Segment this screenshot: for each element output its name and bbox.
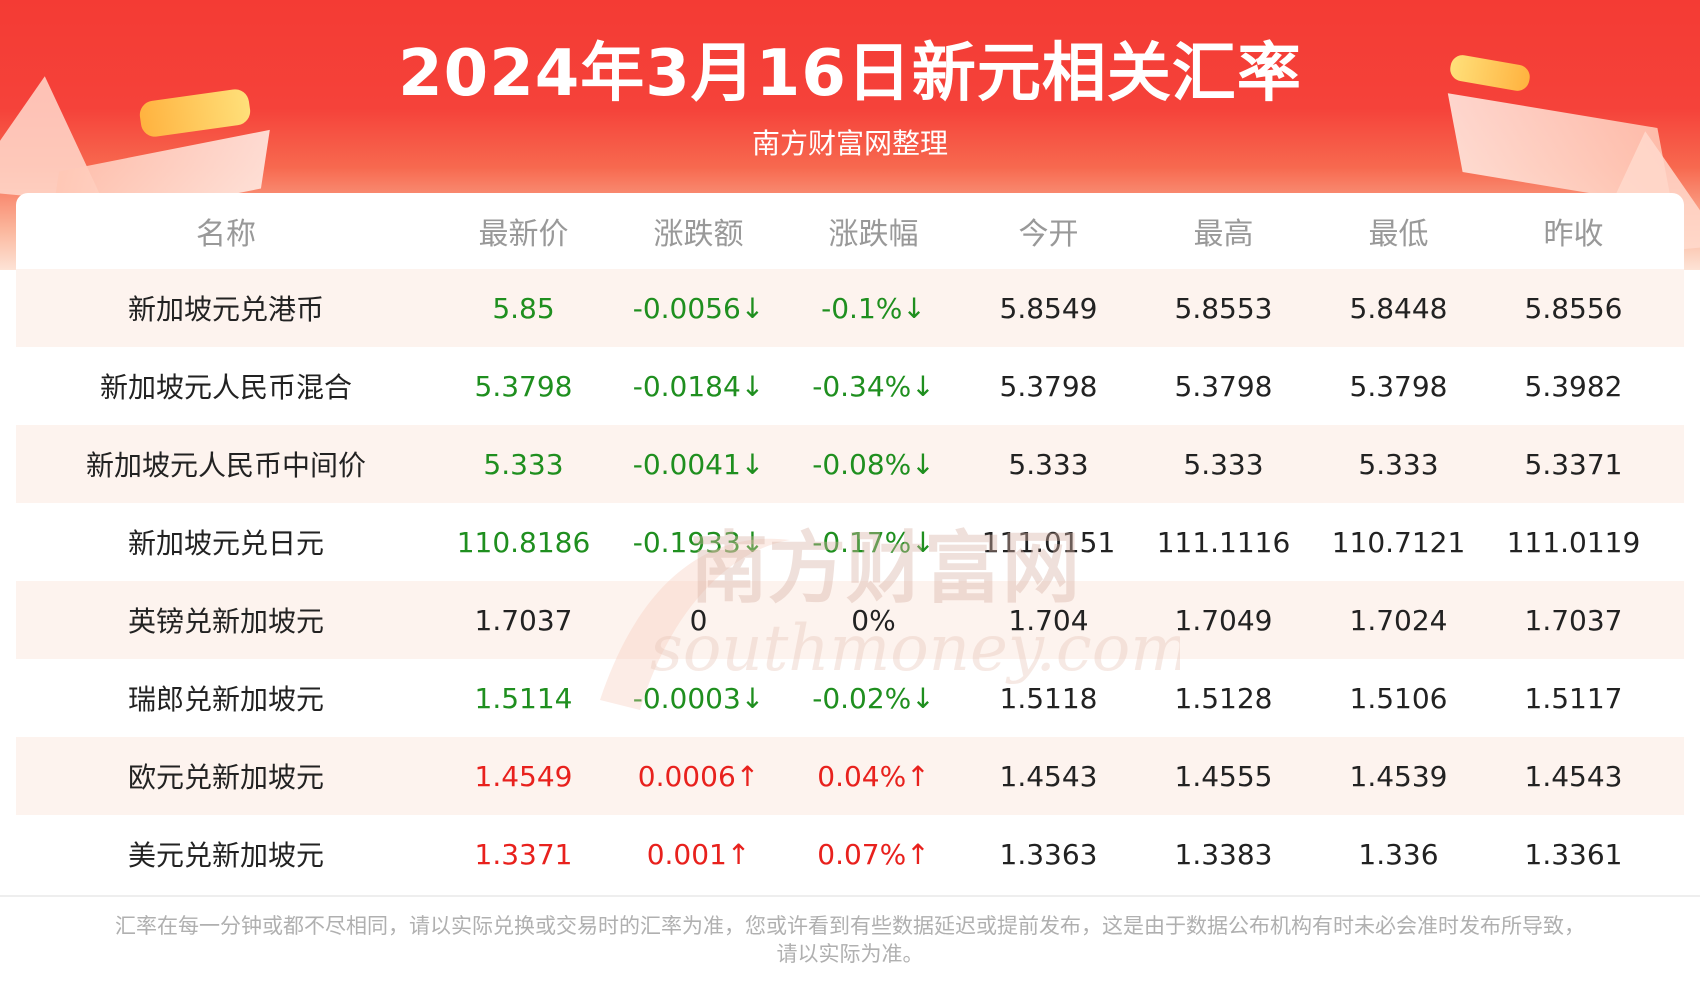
change-pct-cell: -0.17%↓ xyxy=(812,525,935,559)
prev-close-cell: 1.7037 xyxy=(1524,603,1623,637)
prev-close-cell: 5.8556 xyxy=(1524,291,1623,325)
disclaimer: 汇率在每一分钟或都不尽相同，请以实际兑换或交易时的汇率为准，您或许看到有些数据延… xyxy=(60,912,1640,968)
header-prev-close: 昨收 xyxy=(1543,217,1604,252)
change-pct-cell: -0.08%↓ xyxy=(812,447,935,481)
latest-cell: 1.7037 xyxy=(474,603,573,637)
change-cell: -0.0056↓ xyxy=(632,291,765,325)
table-row: 欧元兑新加坡元 1.4549 0.0006↑ 0.04%↑ 1.4543 1.4555 1.… xyxy=(16,737,1684,815)
high-cell: 5.8553 xyxy=(1174,291,1273,325)
disclaimer-line-2: 请以实际为准。 xyxy=(776,942,924,966)
change-pct-cell: 0% xyxy=(851,603,896,637)
rates-table: 名称 最新价 涨跌额 涨跌幅 今开 最高 最低 昨收 新加坡元兑港币 5.85 -0… xyxy=(16,193,1684,895)
latest-cell: 1.4549 xyxy=(474,759,573,793)
high-cell: 111.1116 xyxy=(1156,525,1291,559)
change-pct-cell: -0.1%↓ xyxy=(821,291,926,325)
low-cell: 1.7024 xyxy=(1349,603,1448,637)
high-cell: 1.3383 xyxy=(1174,837,1273,871)
change-cell: 0 xyxy=(689,603,708,637)
low-cell: 1.336 xyxy=(1358,837,1439,871)
change-cell: 0.001↑ xyxy=(646,837,751,871)
high-cell: 5.333 xyxy=(1183,447,1264,481)
open-cell: 1.5118 xyxy=(999,681,1098,715)
header-high: 最高 xyxy=(1193,217,1254,252)
table-header: 名称 最新价 涨跌额 涨跌幅 今开 最高 最低 昨收 xyxy=(16,193,1684,269)
high-cell: 5.3798 xyxy=(1174,369,1273,403)
low-cell: 5.3798 xyxy=(1349,369,1448,403)
low-cell: 110.7121 xyxy=(1331,525,1466,559)
table-row: 新加坡元兑日元 110.8186 -0.1933↓ -0.17%↓ 111.0151 11… xyxy=(16,503,1684,581)
open-cell: 1.4543 xyxy=(999,759,1098,793)
table-row: 美元兑新加坡元 1.3371 0.001↑ 0.07%↑ 1.3363 1.3383 1.3… xyxy=(16,815,1684,893)
header-low: 最低 xyxy=(1368,217,1429,252)
open-cell: 5.3798 xyxy=(999,369,1098,403)
high-cell: 1.4555 xyxy=(1174,759,1273,793)
header-change: 涨跌额 xyxy=(653,217,744,252)
latest-cell: 110.8186 xyxy=(456,525,591,559)
disclaimer-line-1: 汇率在每一分钟或都不尽相同，请以实际兑换或交易时的汇率为准，您或许看到有些数据延… xyxy=(115,914,1585,938)
table-row: 英镑兑新加坡元 1.7037 0 0% 1.704 1.7049 1.7024 1.7037 xyxy=(16,581,1684,659)
low-cell: 5.333 xyxy=(1358,447,1439,481)
high-cell: 1.5128 xyxy=(1174,681,1273,715)
header-latest: 最新价 xyxy=(478,217,569,252)
low-cell: 1.4539 xyxy=(1349,759,1448,793)
name-cell: 新加坡元兑日元 xyxy=(127,527,324,560)
open-cell: 5.8549 xyxy=(999,291,1098,325)
change-pct-cell: 0.07%↑ xyxy=(817,837,930,871)
high-cell: 1.7049 xyxy=(1174,603,1273,637)
prev-close-cell: 5.3982 xyxy=(1524,369,1623,403)
header-open: 今开 xyxy=(1018,217,1079,252)
prev-close-cell: 111.0119 xyxy=(1506,525,1641,559)
header-name: 名称 xyxy=(196,217,256,252)
table-row: 新加坡元人民币中间价 5.333 -0.0041↓ -0.08%↓ 5.333 5.333… xyxy=(16,425,1684,503)
latest-cell: 5.85 xyxy=(492,291,555,325)
low-cell: 1.5106 xyxy=(1349,681,1448,715)
name-cell: 瑞郎兑新加坡元 xyxy=(127,683,324,716)
prev-close-cell: 5.3371 xyxy=(1524,447,1623,481)
table-row: 新加坡元兑港币 5.85 -0.0056↓ -0.1%↓ 5.8549 5.8553 5.8… xyxy=(16,269,1684,347)
change-cell: -0.0003↓ xyxy=(632,681,765,715)
divider xyxy=(0,895,1700,897)
change-pct-cell: -0.34%↓ xyxy=(812,369,935,403)
open-cell: 1.3363 xyxy=(999,837,1098,871)
latest-cell: 1.3371 xyxy=(474,837,573,871)
open-cell: 5.333 xyxy=(1008,447,1089,481)
page-title: 2024年3月16日新元相关汇率 xyxy=(398,37,1302,111)
change-pct-cell: 0.04%↑ xyxy=(817,759,930,793)
change-cell: -0.1933↓ xyxy=(632,525,765,559)
low-cell: 5.8448 xyxy=(1349,291,1448,325)
prev-close-cell: 1.5117 xyxy=(1524,681,1623,715)
table-row: 瑞郎兑新加坡元 1.5114 -0.0003↓ -0.02%↓ 1.5118 1.5128… xyxy=(16,659,1684,737)
prev-close-cell: 1.3361 xyxy=(1524,837,1623,871)
header-change-pct: 涨跌幅 xyxy=(828,217,919,252)
name-cell: 英镑兑新加坡元 xyxy=(127,605,324,638)
change-cell: -0.0184↓ xyxy=(632,369,765,403)
page-subtitle: 南方财富网整理 xyxy=(751,127,948,160)
change-cell: 0.0006↑ xyxy=(637,759,760,793)
name-cell: 欧元兑新加坡元 xyxy=(127,761,324,794)
change-pct-cell: -0.02%↓ xyxy=(812,681,935,715)
name-cell: 新加坡元人民币混合 xyxy=(99,371,352,404)
name-cell: 新加坡元兑港币 xyxy=(127,293,324,326)
table-row: 新加坡元人民币混合 5.3798 -0.0184↓ -0.34%↓ 5.3798 5.37… xyxy=(16,347,1684,425)
change-cell: -0.0041↓ xyxy=(632,447,765,481)
latest-cell: 5.333 xyxy=(483,447,564,481)
latest-cell: 1.5114 xyxy=(474,681,573,715)
name-cell: 美元兑新加坡元 xyxy=(127,839,324,872)
latest-cell: 5.3798 xyxy=(474,369,573,403)
prev-close-cell: 1.4543 xyxy=(1524,759,1623,793)
open-cell: 111.0151 xyxy=(981,525,1116,559)
open-cell: 1.704 xyxy=(1008,603,1089,637)
name-cell: 新加坡元人民币中间价 xyxy=(85,449,366,482)
